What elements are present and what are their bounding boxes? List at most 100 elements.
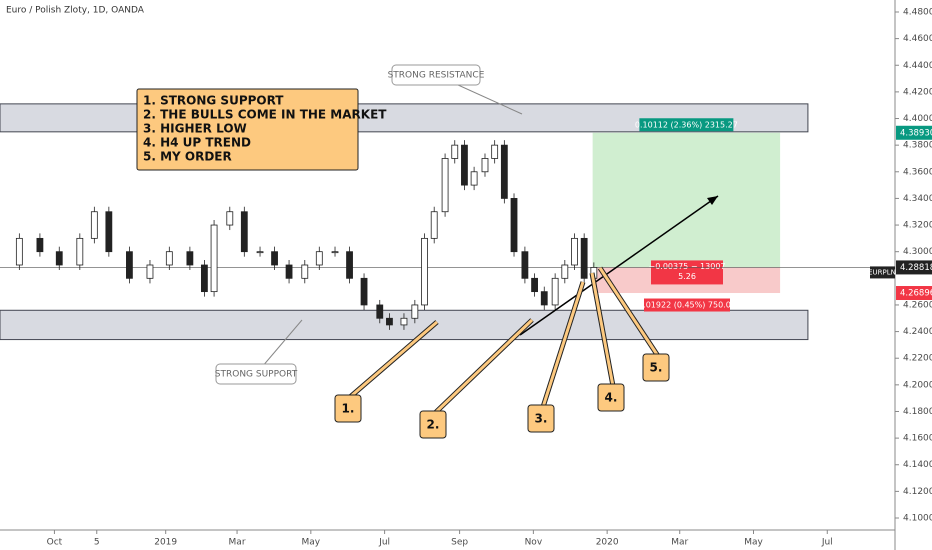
marker-label: 1. xyxy=(342,402,355,416)
candle xyxy=(441,158,449,213)
price-tag xyxy=(896,260,932,275)
marker-pointer xyxy=(433,318,534,415)
candle xyxy=(315,251,323,266)
candle xyxy=(285,264,293,279)
y-tick-label: 4.20000 xyxy=(903,380,932,390)
candle xyxy=(510,198,518,253)
candle xyxy=(571,237,578,266)
x-tick-label: 2020 xyxy=(596,538,619,548)
candle xyxy=(200,264,208,293)
note-line: 1. STRONG SUPPORT xyxy=(143,94,284,108)
candle xyxy=(531,277,538,293)
marker-label: 4. xyxy=(605,391,618,405)
candle xyxy=(346,251,353,279)
marker-box xyxy=(642,353,670,382)
price-tag xyxy=(896,286,932,301)
y-tick-label: 4.32000 xyxy=(903,221,932,231)
candle xyxy=(540,291,548,306)
position-label: 0.10112 (2.36%) 2315.27 xyxy=(635,120,738,129)
note-line: 2. THE BULLS COME IN THE MARKET xyxy=(143,108,387,122)
candle xyxy=(90,211,98,239)
marker-pointer xyxy=(541,281,585,408)
y-tick-label: 4.34000 xyxy=(903,194,932,204)
marker-box xyxy=(597,383,625,412)
note-line: 4. H4 UP TREND xyxy=(143,136,251,150)
y-tick-label: 4.36000 xyxy=(903,167,932,177)
position-label-bg xyxy=(639,118,734,132)
candle xyxy=(256,251,264,254)
price-tag xyxy=(896,125,932,140)
candle xyxy=(126,251,133,279)
marker-box xyxy=(334,394,362,423)
trend-arrow xyxy=(519,195,719,336)
candle xyxy=(331,251,339,254)
x-tick-label: Jul xyxy=(378,538,390,548)
candle xyxy=(165,251,173,266)
y-tick-label: 4.38000 xyxy=(903,141,932,151)
candle xyxy=(470,171,478,186)
position-label: 0.01922 (0.45%) 750.01 xyxy=(638,301,736,310)
position-label-bg xyxy=(651,260,723,285)
candle xyxy=(186,251,194,266)
y-tick-label: 4.48000 xyxy=(903,7,932,17)
y-tick-label: 4.22000 xyxy=(903,354,932,364)
x-tick-label: Mar xyxy=(671,538,688,548)
marker-pointer xyxy=(349,320,438,399)
callout-text: STRONG SUPPORT xyxy=(215,370,298,380)
x-tick-label: Sep xyxy=(451,538,468,548)
marker-pointer xyxy=(590,272,615,387)
marker-label: 2. xyxy=(427,418,440,432)
note-line: 5. MY ORDER xyxy=(143,150,232,164)
x-tick-label: May xyxy=(302,538,321,548)
x-tick-label: Nov xyxy=(525,538,543,548)
callout-box xyxy=(215,363,297,385)
candle xyxy=(551,277,559,306)
y-tick-label: 4.40000 xyxy=(903,114,932,124)
y-tick-label: 4.42000 xyxy=(903,87,932,97)
callout-box xyxy=(391,64,481,86)
price-tag-text: 4.38930 xyxy=(900,128,932,138)
candle xyxy=(240,211,248,253)
symbol-tag xyxy=(870,266,895,279)
x-tick-label: Jul xyxy=(821,538,833,548)
y-tick-label: 4.30000 xyxy=(903,247,932,257)
y-tick-label: 4.46000 xyxy=(903,34,932,44)
position-label: −0.00375 − 13007 xyxy=(648,262,725,271)
profit-zone xyxy=(592,132,781,268)
candle xyxy=(76,237,84,266)
candle xyxy=(481,158,489,173)
candle xyxy=(491,144,499,159)
x-tick-label: 2019 xyxy=(154,538,177,548)
candle xyxy=(421,237,428,306)
candle xyxy=(430,211,438,239)
candle xyxy=(360,277,368,306)
candle xyxy=(580,237,588,279)
position-label: 5.26 xyxy=(678,272,696,281)
candle xyxy=(561,264,569,279)
candle xyxy=(301,264,309,279)
y-tick-label: 4.12000 xyxy=(903,487,932,497)
y-tick-label: 4.14000 xyxy=(903,460,932,470)
candle xyxy=(500,144,508,199)
candle xyxy=(386,317,393,326)
candle xyxy=(36,237,44,253)
x-tick-label: May xyxy=(744,538,763,548)
position-label-bg xyxy=(644,298,730,312)
price-tag-text: 4.28818 xyxy=(900,263,932,273)
candle xyxy=(15,237,23,266)
x-tick-label: Mar xyxy=(229,538,246,548)
y-tick-label: 4.24000 xyxy=(903,327,932,337)
notes-box xyxy=(136,88,359,171)
x-tick-label: Oct xyxy=(47,538,63,548)
price-tag-text: 4.26896 xyxy=(900,289,932,299)
marker-label: 3. xyxy=(535,412,548,426)
candle xyxy=(461,144,468,186)
note-line: 3. HIGHER LOW xyxy=(143,122,247,136)
symbol-tag-text: EURPLN xyxy=(868,268,896,276)
candle xyxy=(521,251,529,279)
callout-text: STRONG RESISTANCE xyxy=(388,71,485,81)
candle xyxy=(376,304,384,319)
y-tick-label: 4.10000 xyxy=(903,514,932,524)
marker-box xyxy=(419,410,447,439)
